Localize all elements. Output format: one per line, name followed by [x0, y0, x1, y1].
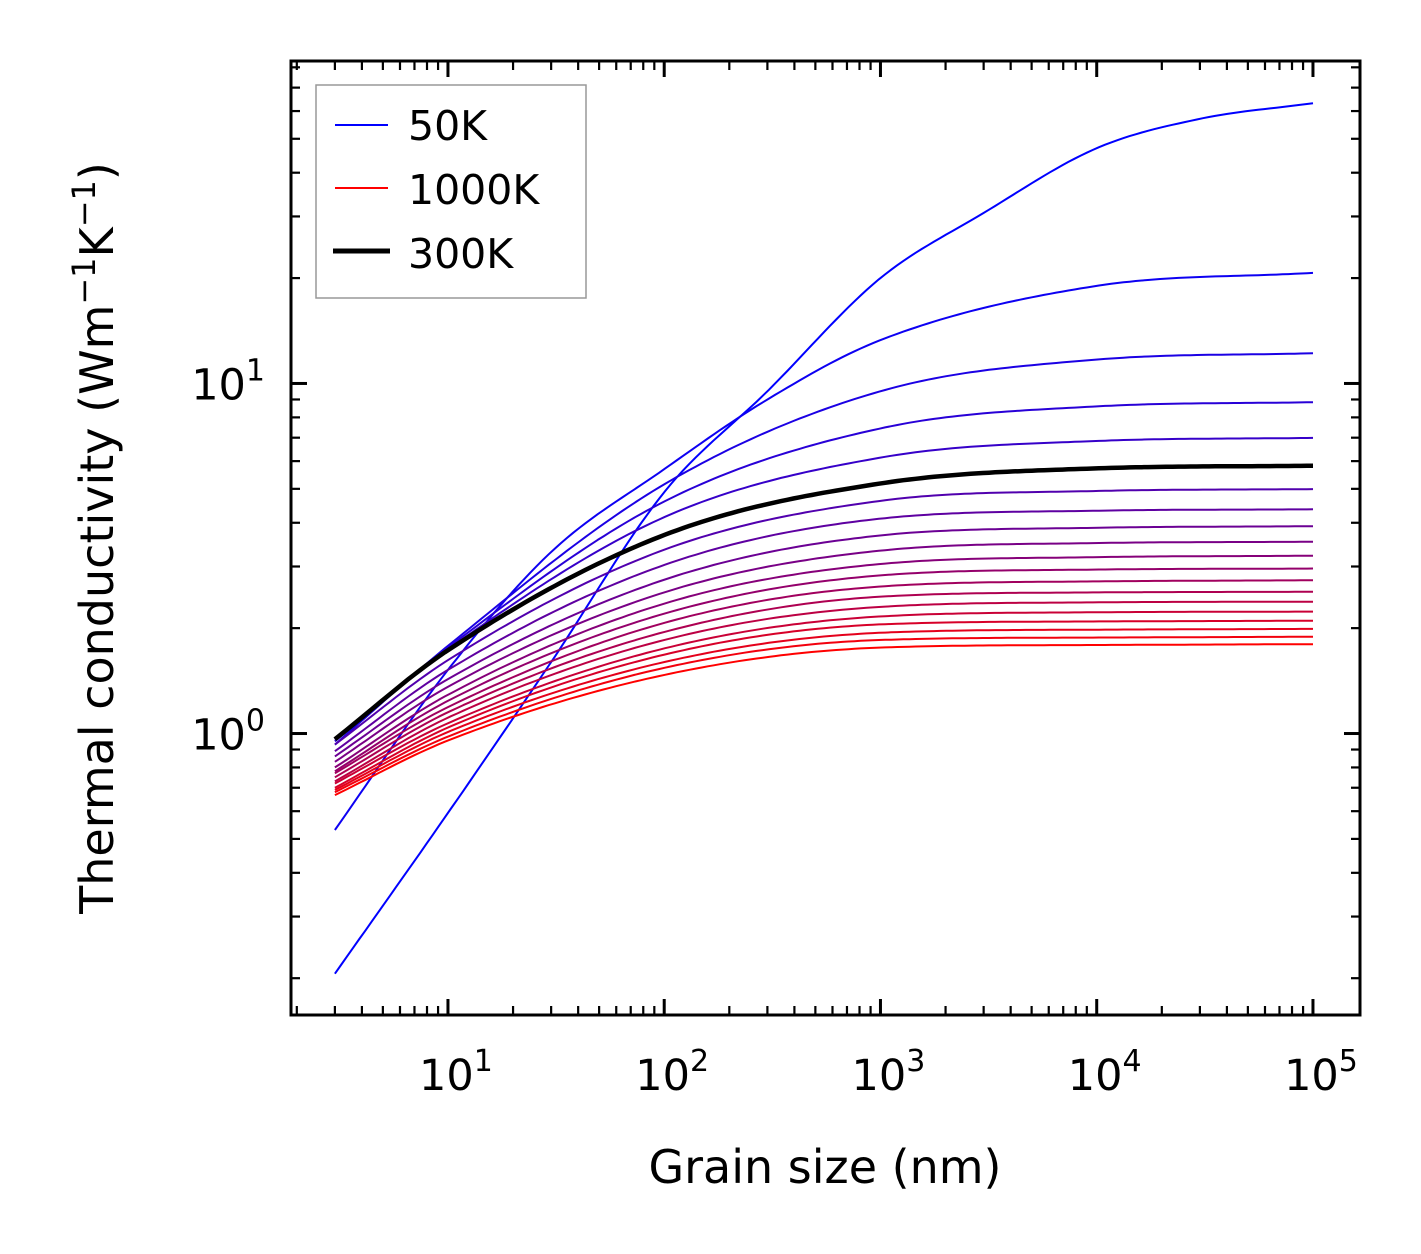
x-tick-label: 102: [635, 1044, 709, 1101]
series-line-250k: [334, 436, 1314, 741]
y-tick-label: 101: [191, 353, 265, 410]
x-tick-label: 104: [1068, 1044, 1142, 1101]
tick-label-base: 10: [1284, 1051, 1339, 1101]
legend-label-1000k: 1000K: [408, 166, 540, 214]
tick-label-base: 10: [419, 1051, 474, 1101]
x-tick-label: 101: [419, 1044, 493, 1101]
tick-label-exponent: 4: [1123, 1044, 1142, 1079]
series-line-100k: [334, 271, 1314, 831]
series-line-1000k: [334, 643, 1313, 796]
y-label-suffix: ): [70, 162, 124, 180]
series-line-300k: [333, 463, 1313, 742]
tick-label-base: 10: [191, 711, 246, 761]
y-label-sup2: −1: [65, 180, 103, 227]
y-label-sup1: −1: [65, 257, 103, 304]
series-line-450k: [334, 525, 1314, 758]
series-line-400k: [334, 508, 1314, 753]
y-axis-label: Thermal conductivity (Wm−1K−1): [65, 162, 124, 915]
series-layer: [333, 102, 1314, 975]
tick-label-base: 10: [635, 1051, 690, 1101]
tick-label-base: 10: [1068, 1051, 1123, 1101]
tick-label-exponent: 2: [690, 1044, 709, 1079]
series-line-950k: [334, 635, 1314, 794]
series-line-600k: [334, 567, 1314, 773]
legend-label-300k: 300K: [408, 230, 514, 278]
series-line-850k: [334, 619, 1313, 789]
tick-label-exponent: 0: [246, 704, 265, 739]
series-line-500k: [334, 540, 1313, 763]
y-label-mid: K: [70, 225, 124, 257]
y-tick-label: 100: [191, 704, 265, 761]
series-line-550k: [334, 554, 1314, 769]
series-line-700k: [334, 590, 1313, 779]
legend-label-50k: 50K: [408, 102, 488, 150]
tick-label-exponent: 5: [1339, 1044, 1358, 1079]
series-line-800k: [334, 610, 1313, 785]
y-label-prefix: Thermal conductivity (Wm: [70, 305, 124, 915]
legend: 50K 1000K 300K: [315, 84, 587, 299]
tick-label-exponent: 3: [906, 1044, 925, 1079]
x-tick-label: 103: [852, 1044, 926, 1101]
tick-label-base: 10: [191, 360, 246, 410]
series-line-350k: [334, 488, 1314, 746]
series-line-50k: [334, 102, 1314, 975]
x-axis-label: Grain size (nm): [649, 1140, 1002, 1194]
tick-label-exponent: 1: [474, 1044, 493, 1079]
legend-frame: [315, 84, 587, 299]
series-line-650k: [334, 579, 1313, 775]
tick-label-exponent: 1: [246, 353, 265, 388]
plot-frame: [289, 59, 1362, 1017]
series-line-150k: [334, 352, 1314, 746]
x-tick-label: 105: [1284, 1044, 1358, 1101]
tick-label-base: 10: [852, 1051, 907, 1101]
series-line-750k: [334, 600, 1313, 783]
series-line-200k: [334, 401, 1314, 743]
series-line-900k: [334, 627, 1313, 791]
